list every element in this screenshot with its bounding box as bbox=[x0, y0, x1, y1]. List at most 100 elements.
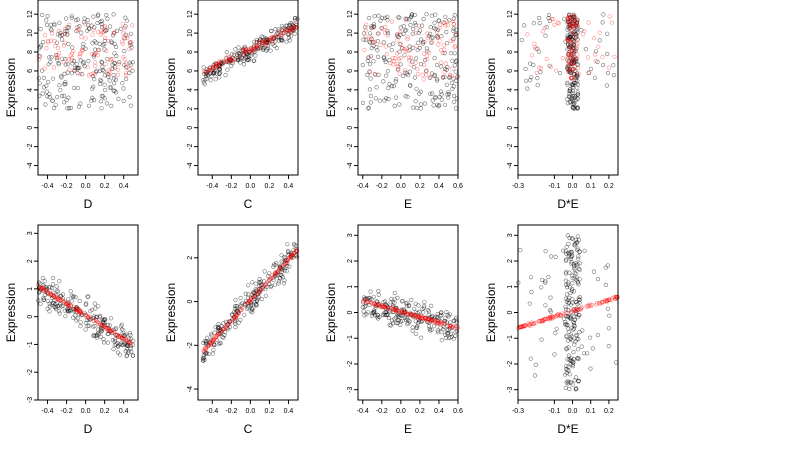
data-point-fitted bbox=[529, 320, 534, 325]
data-point-fitted bbox=[547, 315, 553, 320]
data-point-fitted bbox=[415, 314, 420, 319]
data-point-observed bbox=[78, 320, 83, 325]
data-point-observed bbox=[271, 264, 276, 269]
data-point-observed bbox=[91, 84, 96, 89]
data-point-observed bbox=[566, 329, 571, 335]
data-point-fitted bbox=[408, 62, 414, 67]
data-point-fitted bbox=[568, 23, 573, 28]
data-point-observed bbox=[565, 52, 571, 57]
data-point-fitted bbox=[447, 324, 453, 329]
x-tick-label: -0.3 bbox=[512, 183, 524, 190]
data-point-fitted bbox=[419, 315, 424, 320]
data-point-fitted bbox=[289, 26, 295, 31]
data-point-observed bbox=[71, 307, 76, 312]
data-point-observed bbox=[54, 293, 59, 298]
data-point-observed bbox=[375, 31, 381, 36]
data-point-fitted bbox=[572, 64, 577, 70]
data-point-observed bbox=[131, 338, 136, 343]
data-point-fitted bbox=[217, 331, 222, 336]
data-point-fitted bbox=[56, 296, 61, 301]
data-point-observed bbox=[427, 75, 433, 80]
y-tick-label: 1 bbox=[27, 287, 34, 291]
data-point-fitted bbox=[207, 68, 213, 73]
data-point-fitted bbox=[402, 47, 407, 52]
data-point-observed bbox=[421, 39, 426, 45]
data-point-observed bbox=[574, 333, 579, 339]
data-point-observed bbox=[39, 68, 45, 73]
data-point-fitted bbox=[427, 316, 432, 321]
data-point-fitted bbox=[239, 307, 244, 313]
data-point-fitted bbox=[395, 64, 400, 69]
data-point-fitted bbox=[121, 35, 126, 40]
data-point-observed bbox=[382, 98, 387, 103]
data-point-observed bbox=[52, 304, 57, 309]
data-point-observed bbox=[85, 18, 90, 23]
data-point-observed bbox=[243, 291, 248, 297]
data-point-fitted bbox=[100, 322, 105, 327]
data-point-fitted bbox=[614, 296, 620, 301]
data-point-observed bbox=[41, 297, 46, 303]
data-point-fitted bbox=[63, 301, 68, 306]
x-tick-label: 0.6 bbox=[453, 408, 463, 415]
data-point-observed bbox=[86, 58, 91, 64]
data-point-fitted bbox=[571, 20, 576, 25]
data-point-fitted bbox=[229, 320, 234, 325]
data-point-fitted bbox=[594, 302, 599, 307]
data-point-fitted bbox=[287, 28, 292, 33]
data-point-fitted bbox=[573, 308, 579, 313]
data-point-observed bbox=[265, 38, 270, 43]
data-point-observed bbox=[280, 26, 285, 31]
data-point-observed bbox=[260, 46, 266, 51]
data-point-fitted bbox=[279, 32, 284, 38]
data-point-observed bbox=[99, 59, 104, 65]
data-point-fitted bbox=[228, 58, 233, 64]
data-point-observed bbox=[83, 301, 89, 306]
data-point-fitted bbox=[525, 32, 530, 37]
data-point-observed bbox=[208, 78, 213, 83]
data-point-observed bbox=[391, 41, 396, 46]
data-point-observed bbox=[69, 299, 74, 304]
data-point-observed bbox=[201, 80, 206, 85]
data-point-observed bbox=[563, 282, 569, 288]
data-point-observed bbox=[436, 18, 442, 23]
data-point-observed bbox=[576, 254, 581, 259]
data-point-observed bbox=[563, 271, 569, 276]
data-point-observed bbox=[444, 82, 450, 87]
data-point-fitted bbox=[117, 334, 122, 339]
x-axis-label: C bbox=[244, 422, 253, 436]
data-point-fitted bbox=[421, 77, 426, 82]
data-point-observed bbox=[97, 81, 103, 86]
data-point-fitted bbox=[441, 43, 446, 48]
data-point-fitted bbox=[538, 319, 543, 324]
data-point-fitted bbox=[536, 319, 542, 324]
data-point-observed bbox=[90, 86, 95, 91]
data-point-observed bbox=[445, 65, 450, 70]
data-point-fitted bbox=[442, 21, 447, 26]
y-tick-label: 10 bbox=[507, 29, 514, 37]
data-point-observed bbox=[123, 32, 128, 37]
data-point-observed bbox=[233, 297, 238, 303]
data-point-observed bbox=[398, 62, 403, 67]
data-point-fitted bbox=[442, 321, 447, 327]
data-point-fitted bbox=[74, 306, 79, 312]
data-point-fitted bbox=[125, 338, 130, 343]
data-point-fitted bbox=[551, 315, 556, 320]
data-point-fitted bbox=[451, 21, 457, 27]
data-point-observed bbox=[422, 57, 428, 63]
y-tick-label: 2 bbox=[507, 107, 514, 111]
data-point-fitted bbox=[245, 300, 250, 305]
data-point-fitted bbox=[571, 66, 576, 71]
data-point-observed bbox=[376, 301, 381, 307]
data-point-observed bbox=[407, 319, 412, 324]
data-point-observed bbox=[44, 18, 49, 23]
data-point-fitted bbox=[268, 277, 273, 282]
data-point-observed bbox=[420, 23, 425, 28]
data-point-fitted bbox=[90, 32, 95, 37]
data-point-fitted bbox=[540, 29, 545, 34]
scatter-panel-1: -0.4 -0.2 0.0 0.2 0.4-4-2024681012DExpressio… bbox=[4, 0, 139, 211]
data-point-fitted bbox=[262, 40, 267, 45]
data-point-observed bbox=[536, 49, 542, 54]
data-point-fitted bbox=[92, 72, 98, 77]
data-point-fitted bbox=[414, 314, 419, 319]
x-tick-label: -0.1 bbox=[548, 183, 560, 190]
